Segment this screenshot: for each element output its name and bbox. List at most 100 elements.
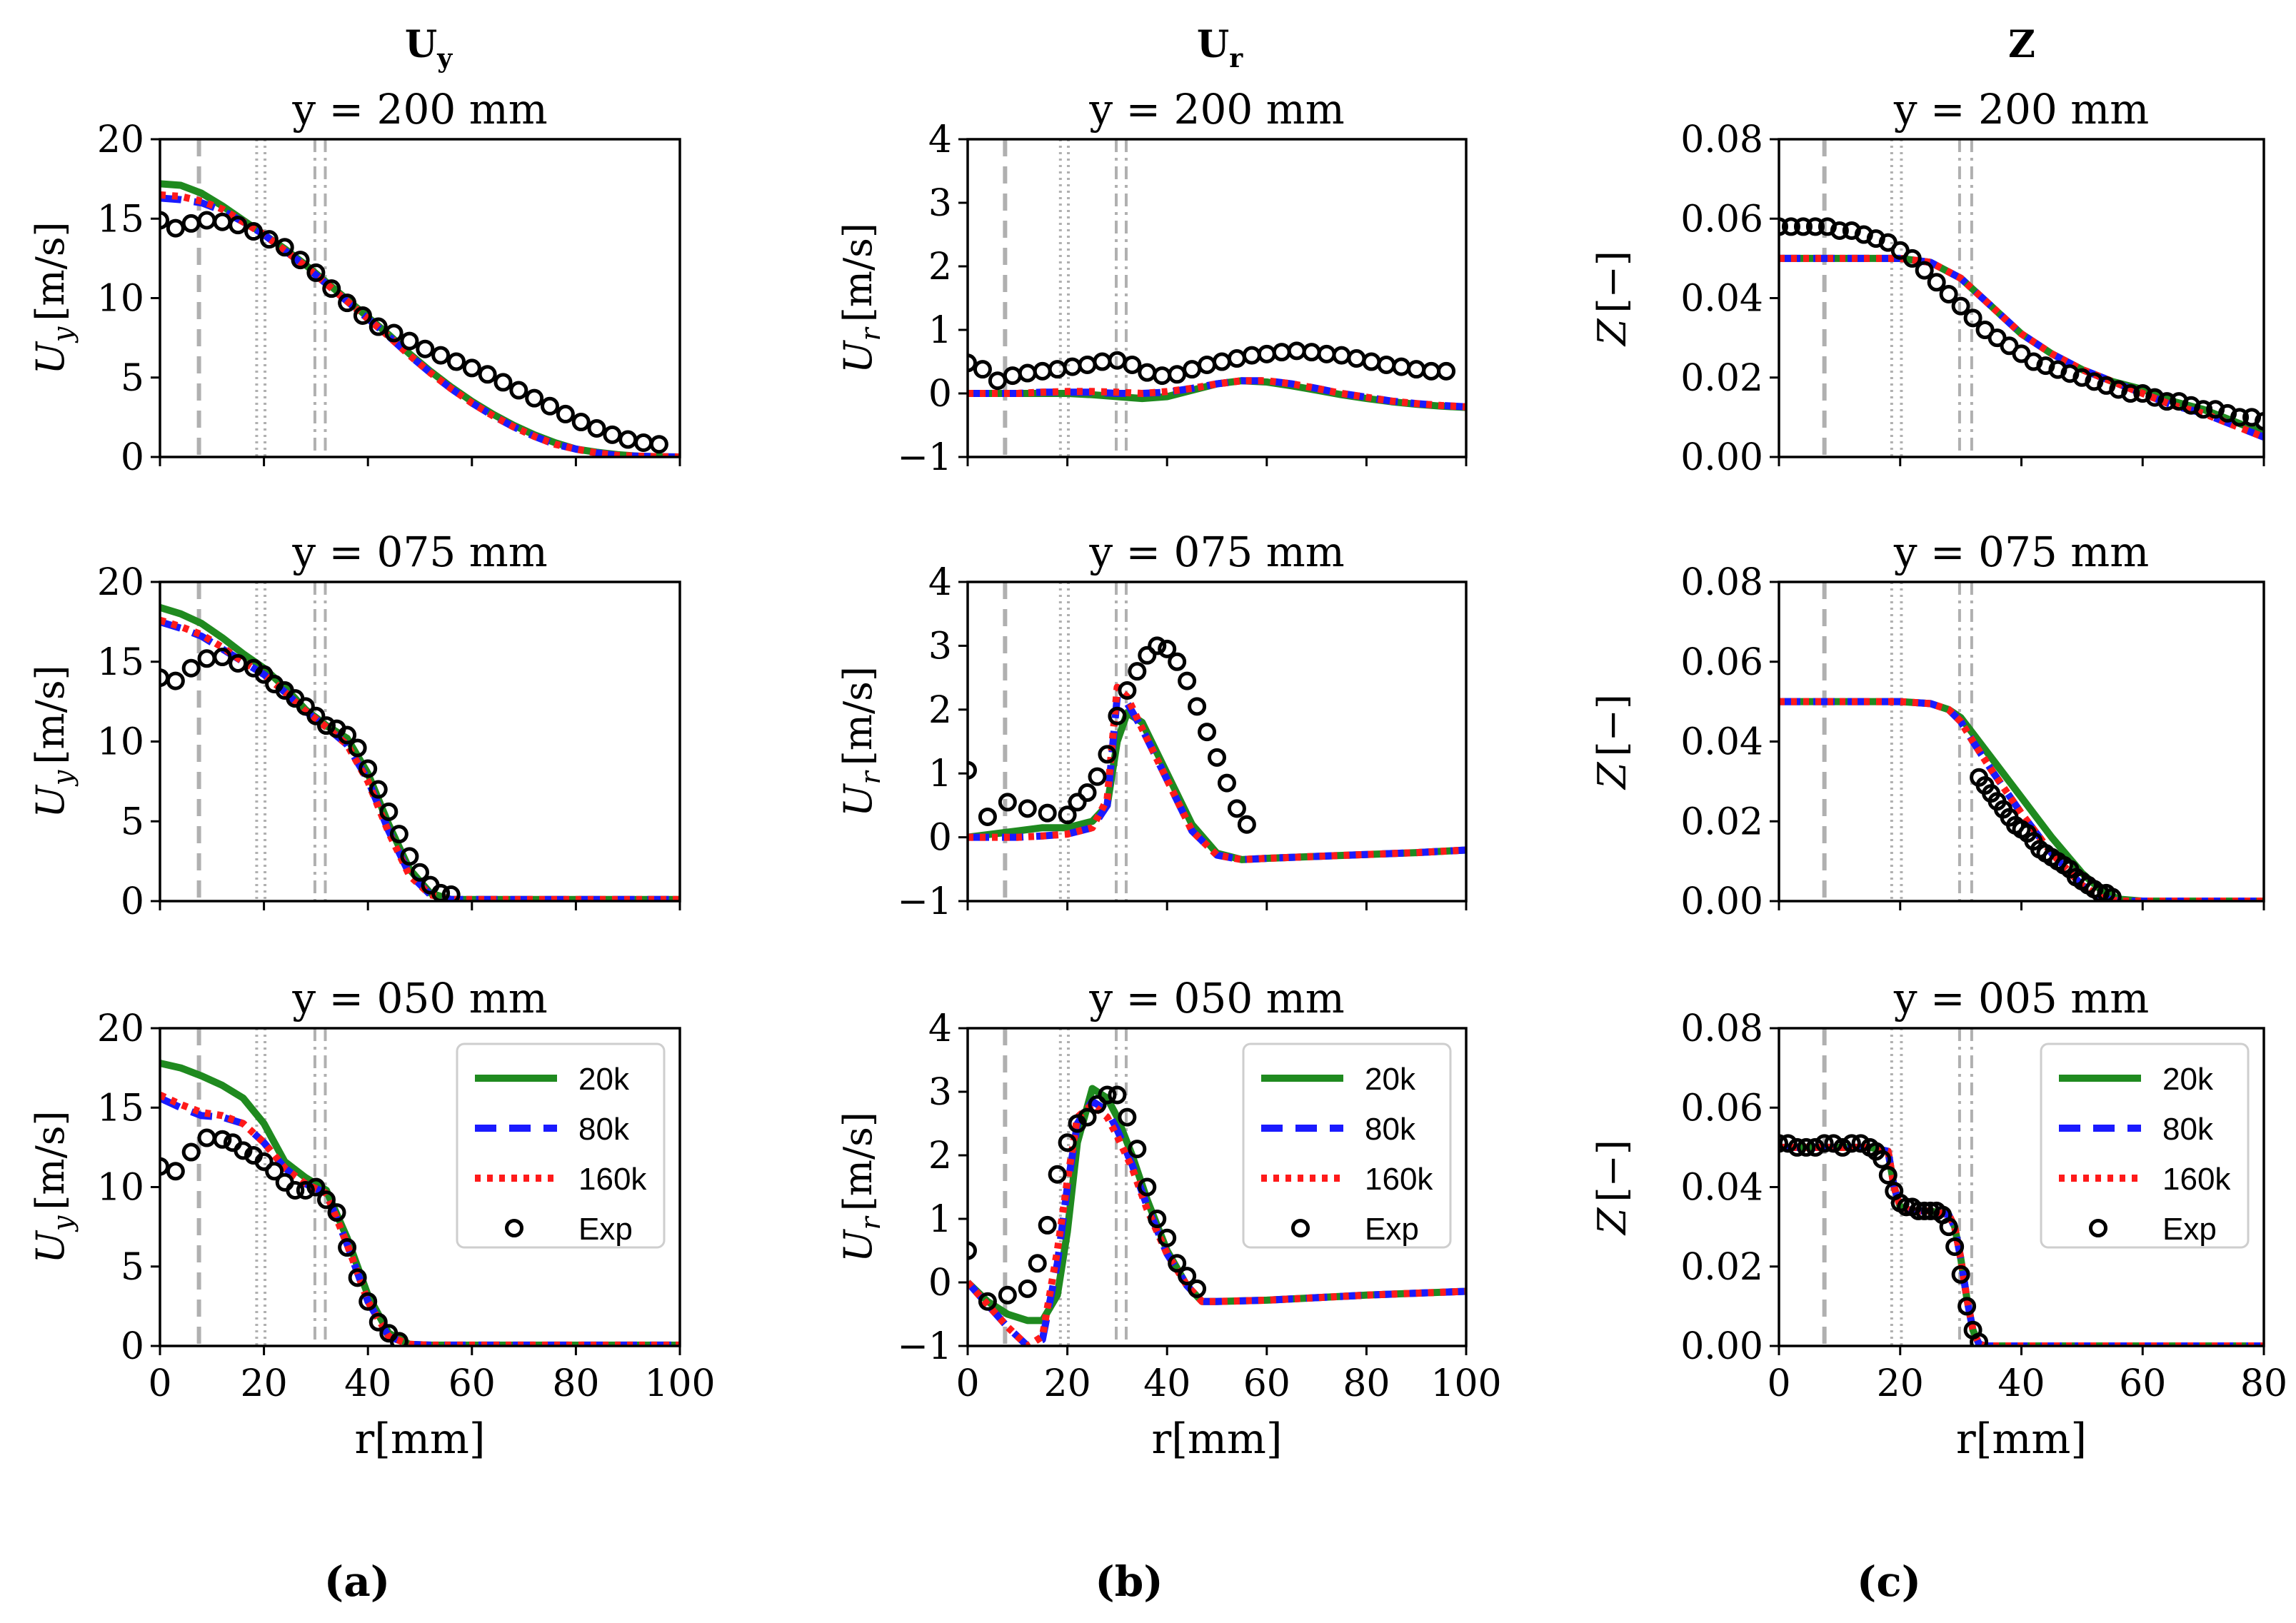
y-tick-label: 5 (121, 357, 144, 400)
legend-label-80k: 80k (578, 1112, 630, 1147)
series-line-20k (160, 180, 680, 457)
data-point-exp (379, 802, 398, 821)
data-point-exp (1332, 346, 1351, 365)
legend-label-160k: 160k (578, 1162, 647, 1197)
data-point-exp (338, 725, 357, 745)
data-point-exp (1058, 1133, 1077, 1152)
data-point-exp (1038, 1215, 1057, 1235)
series-line-80k (160, 194, 680, 457)
data-point-exp (1003, 366, 1022, 386)
y-tick-label: 0.00 (1680, 1325, 1763, 1368)
data-point-exp (988, 371, 1007, 391)
data-point-exp (1168, 1254, 1187, 1273)
data-point-exp (1188, 697, 1207, 716)
data-point-exp (968, 1241, 977, 1260)
data-point-exp (968, 353, 977, 373)
y-tick-label: 3 (928, 182, 952, 225)
data-point-exp (322, 279, 341, 298)
data-point-exp (446, 352, 466, 371)
data-point-exp (2194, 400, 2213, 419)
x-axis-label: r[mm] (1956, 1415, 2087, 1463)
legend-box (2040, 1042, 2250, 1249)
legend: 20k 80k 160k Exp (2040, 1042, 2250, 1249)
x-tick-label: 60 (448, 1362, 496, 1405)
data-point-exp (1842, 1134, 1861, 1153)
x-tick-label: 40 (1143, 1362, 1190, 1405)
y-tick-label: 15 (97, 641, 144, 684)
data-point-exp (1138, 645, 1157, 665)
data-point-exp (1237, 815, 1256, 834)
plot-area (160, 582, 680, 901)
y-tick-label: 20 (97, 1008, 144, 1050)
data-point-exp (265, 1162, 284, 1181)
data-point-exp (275, 238, 294, 257)
y-axis-label-sub: y (47, 326, 79, 343)
series-line-160k (968, 377, 1466, 411)
data-point-exp (1038, 803, 1057, 823)
y-tick-label: 2 (928, 246, 952, 288)
data-point-exp (1287, 341, 1306, 361)
y-axis-label: Z [−] (1590, 694, 1635, 790)
data-point-exp (2157, 392, 2177, 411)
column-header-z: Z (2008, 23, 2035, 66)
data-point-exp (1788, 1137, 1807, 1157)
y-tick-label: 0.04 (1680, 721, 1763, 764)
data-point-exp (411, 863, 429, 882)
data-point-exp (462, 358, 481, 378)
y-tick-label: 0.02 (1680, 800, 1763, 843)
data-point-exp (1108, 1085, 1127, 1105)
y-tick-label: 3 (928, 1071, 952, 1114)
legend: 20k 80k 160k Exp (456, 1042, 666, 1249)
data-point-exp (1138, 363, 1157, 382)
y-tick-label: −1 (897, 1325, 952, 1368)
data-point-exp (1945, 1237, 1965, 1256)
data-point-exp (1392, 357, 1411, 376)
data-point-exp (384, 323, 403, 343)
axes-frame (159, 581, 681, 903)
y-tick-label: 20 (97, 561, 144, 604)
data-point-exp (1018, 363, 1037, 383)
y-tick-label: 0 (928, 373, 952, 416)
data-point-exp (973, 360, 992, 379)
data-point-exp (1779, 1134, 1788, 1153)
x-tick-label: 0 (1767, 1362, 1790, 1405)
series-line-160k (1779, 254, 2264, 441)
y-axis-label-unit: [−] (1590, 694, 1635, 756)
plot-area (1779, 582, 2264, 901)
x-tick-label: 20 (1877, 1362, 1924, 1405)
data-point-exp (541, 396, 559, 416)
data-point-exp (327, 1203, 346, 1222)
panel-2-0: 0.00 0.02 0.04 0.06 0.08 y = 200 mm Z [−] (1590, 85, 2265, 479)
data-point-exp (1178, 671, 1197, 690)
data-point-exp (1088, 767, 1107, 786)
y-tick-label: 2 (928, 1135, 952, 1177)
data-point-exp (1068, 793, 1087, 812)
y-axis-label-sub: r (855, 326, 886, 341)
y-tick-label: 0.06 (1680, 641, 1763, 684)
data-point-exp (1128, 662, 1147, 681)
axes-frame (159, 138, 681, 458)
y-tick-label: 0 (121, 880, 144, 923)
y-tick-label: 0.00 (1680, 880, 1763, 923)
data-point-exp (306, 1177, 326, 1197)
legend-label-80k: 80k (1365, 1112, 1416, 1147)
y-tick-label: 0.04 (1680, 278, 1763, 321)
y-tick-label: 1 (928, 309, 952, 352)
y-axis-label-var: Z (1590, 1207, 1635, 1236)
series-line-20k (1779, 698, 2264, 901)
data-point-exp (400, 847, 419, 866)
series-line-160k (160, 191, 680, 457)
legend: 20k 80k 160k Exp (1242, 1042, 1452, 1249)
y-tick-label: 20 (97, 119, 144, 161)
data-point-exp (1272, 343, 1291, 362)
legend-marker-Exp (505, 1219, 523, 1237)
data-point-exp (1830, 221, 1849, 240)
plot-area (968, 582, 1466, 901)
y-tick-label: 0.08 (1680, 1008, 1763, 1050)
data-point-exp (348, 738, 367, 758)
y-tick-label: 2 (928, 689, 952, 732)
data-point-exp (1198, 355, 1217, 374)
data-point-exp (1970, 1332, 1989, 1346)
y-axis-label-var: Z (1590, 761, 1635, 790)
data-point-exp (1815, 1134, 1834, 1153)
